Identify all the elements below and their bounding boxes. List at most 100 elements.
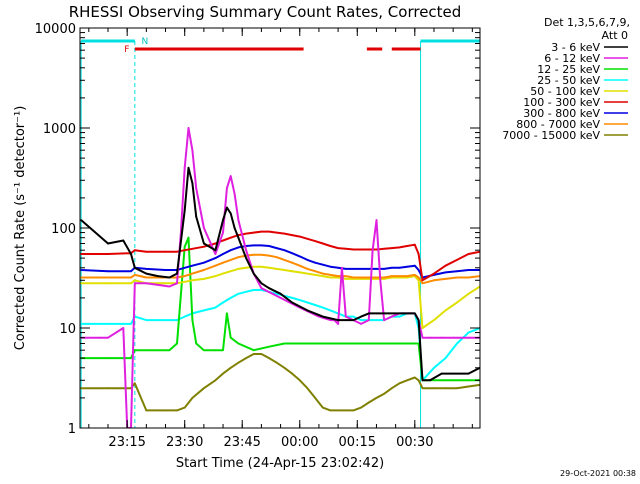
series-4-point	[214, 275, 217, 277]
series-5-point	[406, 245, 408, 247]
series-line-6	[81, 244, 480, 279]
series-3-point	[444, 357, 447, 359]
y-tick-label-4: 10000	[35, 22, 76, 37]
series-5-point	[413, 243, 416, 246]
series-0-point	[245, 257, 248, 259]
x-tick-label-0: 23:15	[108, 435, 145, 450]
series-3-point	[214, 306, 217, 309]
series-7-point	[398, 275, 401, 277]
series-3-point	[130, 323, 132, 325]
series-5-point	[367, 248, 370, 251]
series-4-point	[314, 274, 316, 276]
series-3-point	[275, 292, 278, 295]
series-2-point	[375, 342, 378, 345]
x-tick-label-4: 00:15	[339, 435, 376, 450]
legend-label-1: 6 - 12 keV	[544, 52, 600, 65]
series-0-point	[452, 372, 455, 375]
series-0-point	[226, 206, 228, 209]
series-5-point	[164, 250, 167, 253]
series-5-point	[314, 240, 316, 243]
series-5-point	[229, 236, 232, 239]
series-4-point	[252, 265, 255, 268]
series-6-point	[367, 268, 370, 270]
series-2-point	[406, 342, 408, 345]
series-7-point	[229, 259, 232, 261]
series-0-point	[157, 275, 159, 277]
series-line-8	[81, 353, 480, 412]
series-6-point	[291, 252, 293, 255]
series-7-point	[283, 259, 286, 261]
series-8-point	[444, 387, 447, 390]
series-1-point	[157, 284, 159, 286]
series-8-point	[133, 382, 136, 385]
series-2-point	[329, 342, 332, 345]
series-6-point	[456, 270, 458, 273]
series-8-point	[260, 353, 263, 355]
series-0-point	[390, 312, 393, 315]
series-7-point	[222, 261, 224, 264]
series-3-point	[298, 299, 301, 301]
flare-flag-label: F	[124, 45, 129, 55]
series-7-point	[413, 274, 416, 276]
series-2-point	[203, 349, 205, 352]
series-5-point	[398, 246, 401, 249]
series-4-point	[444, 309, 447, 312]
series-3-point	[398, 315, 401, 318]
series-0-point	[168, 276, 171, 279]
series-6-point	[329, 265, 332, 268]
series-2-point	[222, 349, 224, 352]
series-3-point	[145, 319, 148, 321]
series-4-point	[164, 282, 167, 285]
series-1-point	[187, 127, 190, 129]
series-3-point	[375, 319, 378, 321]
series-5-point	[191, 247, 194, 250]
series-1-point	[421, 336, 424, 339]
series-2-point	[417, 342, 420, 345]
series-7-point	[444, 278, 447, 280]
series-8-point	[406, 379, 408, 382]
series-8-point	[398, 382, 401, 385]
series-4-point	[268, 266, 270, 269]
series-8-point	[329, 409, 332, 412]
series-3-point	[176, 319, 178, 321]
series-5-point	[360, 248, 362, 251]
series-7-point	[298, 264, 301, 267]
series-0-point	[421, 379, 424, 382]
series-6-point	[390, 266, 393, 269]
series-8-point	[176, 409, 178, 412]
series-6-point	[252, 244, 255, 247]
series-8-point	[245, 357, 248, 359]
series-5-point	[222, 239, 224, 242]
series-8-point	[214, 379, 217, 382]
series-7-point	[433, 279, 435, 282]
series-7-point	[183, 275, 186, 277]
series-5-point	[306, 237, 309, 240]
series-2-point	[268, 345, 270, 348]
series-1-point	[237, 219, 240, 222]
series-5-point	[298, 235, 301, 238]
series-line-4	[81, 265, 480, 329]
series-2-point	[107, 357, 109, 359]
series-1-point	[229, 175, 232, 178]
series-0-point	[176, 272, 178, 275]
series-7-point	[107, 276, 109, 279]
series-8-point	[275, 361, 278, 364]
series-2-point	[176, 342, 178, 345]
series-1-point	[195, 187, 198, 190]
series-3-point	[237, 292, 240, 295]
series-4-point	[133, 279, 136, 282]
series-5-point	[176, 250, 178, 253]
series-4-point	[107, 282, 109, 285]
series-1-point	[260, 287, 263, 290]
series-5-point	[107, 253, 109, 255]
series-5-point	[329, 245, 332, 247]
legend-label-2: 12 - 25 keV	[537, 63, 600, 76]
series-7-point	[237, 256, 240, 259]
series-7-point	[145, 276, 148, 279]
series-6-point	[406, 265, 408, 268]
x-tick-label-5: 00:30	[396, 435, 433, 450]
series-3-point	[183, 315, 186, 318]
series-2-point	[157, 349, 159, 352]
detector-info-line-1: Det 1,3,5,6,7,9,	[544, 16, 630, 29]
